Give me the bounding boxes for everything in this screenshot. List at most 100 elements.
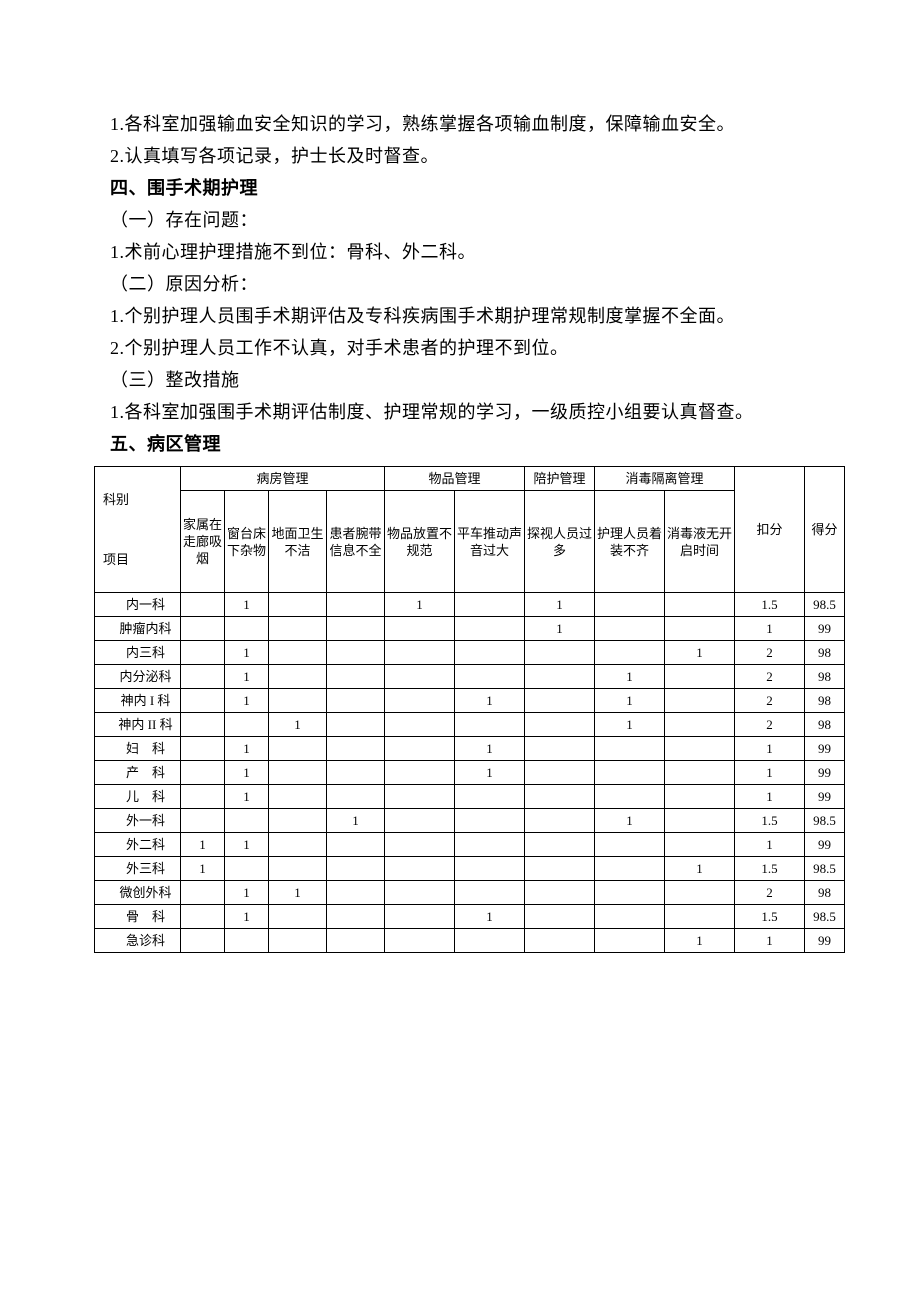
- data-cell: 1: [595, 809, 665, 833]
- data-cell: [385, 833, 455, 857]
- score-cell: 98: [805, 641, 845, 665]
- deduct-cell: 2: [735, 881, 805, 905]
- data-cell: [181, 665, 225, 689]
- table-row: 急诊科1199: [95, 929, 897, 953]
- data-cell: [385, 665, 455, 689]
- dept-cell: 肿瘤内科: [95, 617, 181, 641]
- deduct-cell: 1: [735, 785, 805, 809]
- data-cell: 1: [225, 593, 269, 617]
- dept-cell: 骨 科: [95, 905, 181, 929]
- data-cell: [665, 617, 735, 641]
- data-cell: 1: [225, 785, 269, 809]
- data-cell: 1: [595, 665, 665, 689]
- data-cell: [225, 929, 269, 953]
- table-row: 神内 I 科111298: [95, 689, 897, 713]
- sub-header: 患者腕带信息不全: [327, 491, 385, 593]
- table-row: 外一科111.598.5: [95, 809, 897, 833]
- data-cell: 1: [595, 713, 665, 737]
- heading-5: 五、病区管理: [110, 428, 822, 460]
- data-cell: [269, 737, 327, 761]
- paragraph-3: （一）存在问题：: [110, 204, 822, 236]
- table-row: 内分泌科11298: [95, 665, 897, 689]
- score-cell: 98: [805, 881, 845, 905]
- data-cell: 1: [665, 857, 735, 881]
- data-cell: [181, 809, 225, 833]
- data-cell: [525, 905, 595, 929]
- score-cell: 99: [805, 929, 845, 953]
- data-cell: [595, 617, 665, 641]
- data-cell: [327, 641, 385, 665]
- data-cell: [665, 689, 735, 713]
- data-cell: [327, 713, 385, 737]
- data-cell: [385, 905, 455, 929]
- data-cell: [595, 737, 665, 761]
- data-cell: [455, 641, 525, 665]
- sub-header: 护理人员着装不齐: [595, 491, 665, 593]
- data-cell: [455, 785, 525, 809]
- sub-header: 消毒液无开启时间: [665, 491, 735, 593]
- data-cell: [595, 593, 665, 617]
- data-cell: [455, 833, 525, 857]
- dept-cell: 妇 科: [95, 737, 181, 761]
- data-cell: [665, 785, 735, 809]
- score-cell: 98: [805, 665, 845, 689]
- data-cell: [269, 593, 327, 617]
- paragraph-9: 1.各科室加强围手术期评估制度、护理常规的学习，一级质控小组要认真督查。: [110, 396, 822, 428]
- data-cell: [595, 833, 665, 857]
- score-cell: 99: [805, 737, 845, 761]
- data-cell: [385, 737, 455, 761]
- data-cell: [525, 785, 595, 809]
- paragraph-8: （三）整改措施: [110, 364, 822, 396]
- data-cell: [595, 761, 665, 785]
- table-row: 神内 II 科11298: [95, 713, 897, 737]
- deduct-cell: 1.5: [735, 857, 805, 881]
- table-header-group-row: 科别 项目 病房管理 物品管理 陪护管理 消毒隔离管理 扣分 得分: [95, 467, 897, 491]
- score-cell: 99: [805, 761, 845, 785]
- paragraph-7: 2.个别护理人员工作不认真，对手术患者的护理不到位。: [110, 332, 822, 364]
- ward-management-table: 科别 项目 病房管理 物品管理 陪护管理 消毒隔离管理 扣分 得分 家属在走廊吸…: [94, 466, 897, 953]
- dept-cell: 外三科: [95, 857, 181, 881]
- data-cell: [225, 713, 269, 737]
- data-cell: 1: [525, 593, 595, 617]
- data-cell: [525, 665, 595, 689]
- dept-cell: 儿 科: [95, 785, 181, 809]
- table-row: 外二科11199: [95, 833, 897, 857]
- data-cell: 1: [327, 809, 385, 833]
- deduct-cell: 2: [735, 665, 805, 689]
- data-cell: [525, 809, 595, 833]
- data-cell: [525, 641, 595, 665]
- deduct-cell: 1.5: [735, 905, 805, 929]
- deduct-cell: 1: [735, 833, 805, 857]
- data-cell: [525, 833, 595, 857]
- data-cell: [525, 857, 595, 881]
- data-cell: [181, 881, 225, 905]
- dept-cell: 外二科: [95, 833, 181, 857]
- data-cell: [327, 617, 385, 641]
- data-cell: [181, 617, 225, 641]
- table-row: 内一科1111.598.5: [95, 593, 897, 617]
- score-cell: 98.5: [805, 809, 845, 833]
- document-page: 1.各科室加强输血安全知识的学习，熟练掌握各项输血制度，保障输血安全。 2.认真…: [0, 0, 920, 1302]
- data-cell: [225, 617, 269, 641]
- deduct-cell: 2: [735, 689, 805, 713]
- data-cell: [525, 929, 595, 953]
- data-cell: [181, 785, 225, 809]
- data-cell: 1: [225, 761, 269, 785]
- deduct-cell: 2: [735, 641, 805, 665]
- dept-cell: 急诊科: [95, 929, 181, 953]
- data-cell: [269, 665, 327, 689]
- data-cell: 1: [225, 665, 269, 689]
- paragraph-5: （二）原因分析：: [110, 268, 822, 300]
- data-cell: [595, 785, 665, 809]
- data-cell: [327, 689, 385, 713]
- score-cell: 98: [805, 713, 845, 737]
- data-cell: [665, 905, 735, 929]
- data-cell: [595, 641, 665, 665]
- dept-cell: 内一科: [95, 593, 181, 617]
- data-cell: 1: [665, 929, 735, 953]
- data-cell: [385, 761, 455, 785]
- data-cell: [455, 881, 525, 905]
- data-cell: [525, 881, 595, 905]
- sub-header: 窗台床下杂物: [225, 491, 269, 593]
- data-cell: 1: [225, 641, 269, 665]
